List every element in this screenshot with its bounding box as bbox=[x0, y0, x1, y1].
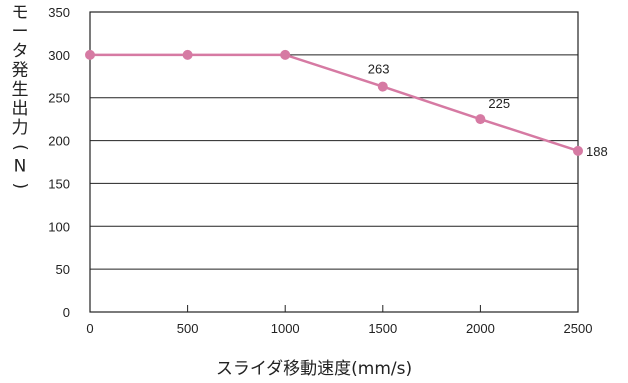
data-point bbox=[573, 145, 583, 156]
data-label: 263 bbox=[368, 62, 390, 77]
data-label: 188 bbox=[586, 144, 608, 159]
grid bbox=[90, 54, 578, 270]
plot-frame bbox=[89, 11, 579, 313]
data-point bbox=[85, 49, 95, 60]
series bbox=[85, 49, 583, 156]
labels: 263 225 188 bbox=[368, 62, 608, 159]
data-point bbox=[280, 49, 291, 60]
y-axis-title-paren: ( bbox=[10, 144, 30, 151]
x-tick-label: 1500 bbox=[368, 321, 397, 336]
x-tick-label: 1000 bbox=[271, 321, 300, 336]
x-axis-title: スライダ移動速度(mm/s) bbox=[216, 359, 412, 379]
axes: 0 50 100 150 200 250 300 350 0 500 1000 1500 2000 250… bbox=[48, 5, 592, 336]
y-tick-label: 50 bbox=[56, 262, 70, 277]
y-tick-label: 250 bbox=[48, 91, 70, 106]
data-point bbox=[475, 114, 486, 125]
y-tick-label: 300 bbox=[48, 48, 70, 63]
y-tick-label: 0 bbox=[63, 305, 70, 320]
data-point bbox=[182, 49, 193, 60]
data-label: 225 bbox=[488, 96, 510, 111]
y-tick-label: 100 bbox=[48, 219, 70, 234]
y-tick-label: 200 bbox=[48, 134, 70, 149]
x-tick-label: 0 bbox=[86, 321, 93, 336]
x-tick-label: 2000 bbox=[466, 321, 495, 336]
y-axis-title-paren: ) bbox=[10, 182, 30, 189]
data-point bbox=[377, 81, 388, 92]
x-tick-label: 2500 bbox=[564, 321, 593, 336]
y-axis-title: モータ発生出力 N bbox=[12, 3, 29, 177]
series-line bbox=[90, 53, 579, 153]
y-tick-label: 150 bbox=[48, 176, 70, 191]
y-tick-label: 350 bbox=[48, 5, 70, 20]
x-tick-label: 500 bbox=[177, 321, 199, 336]
